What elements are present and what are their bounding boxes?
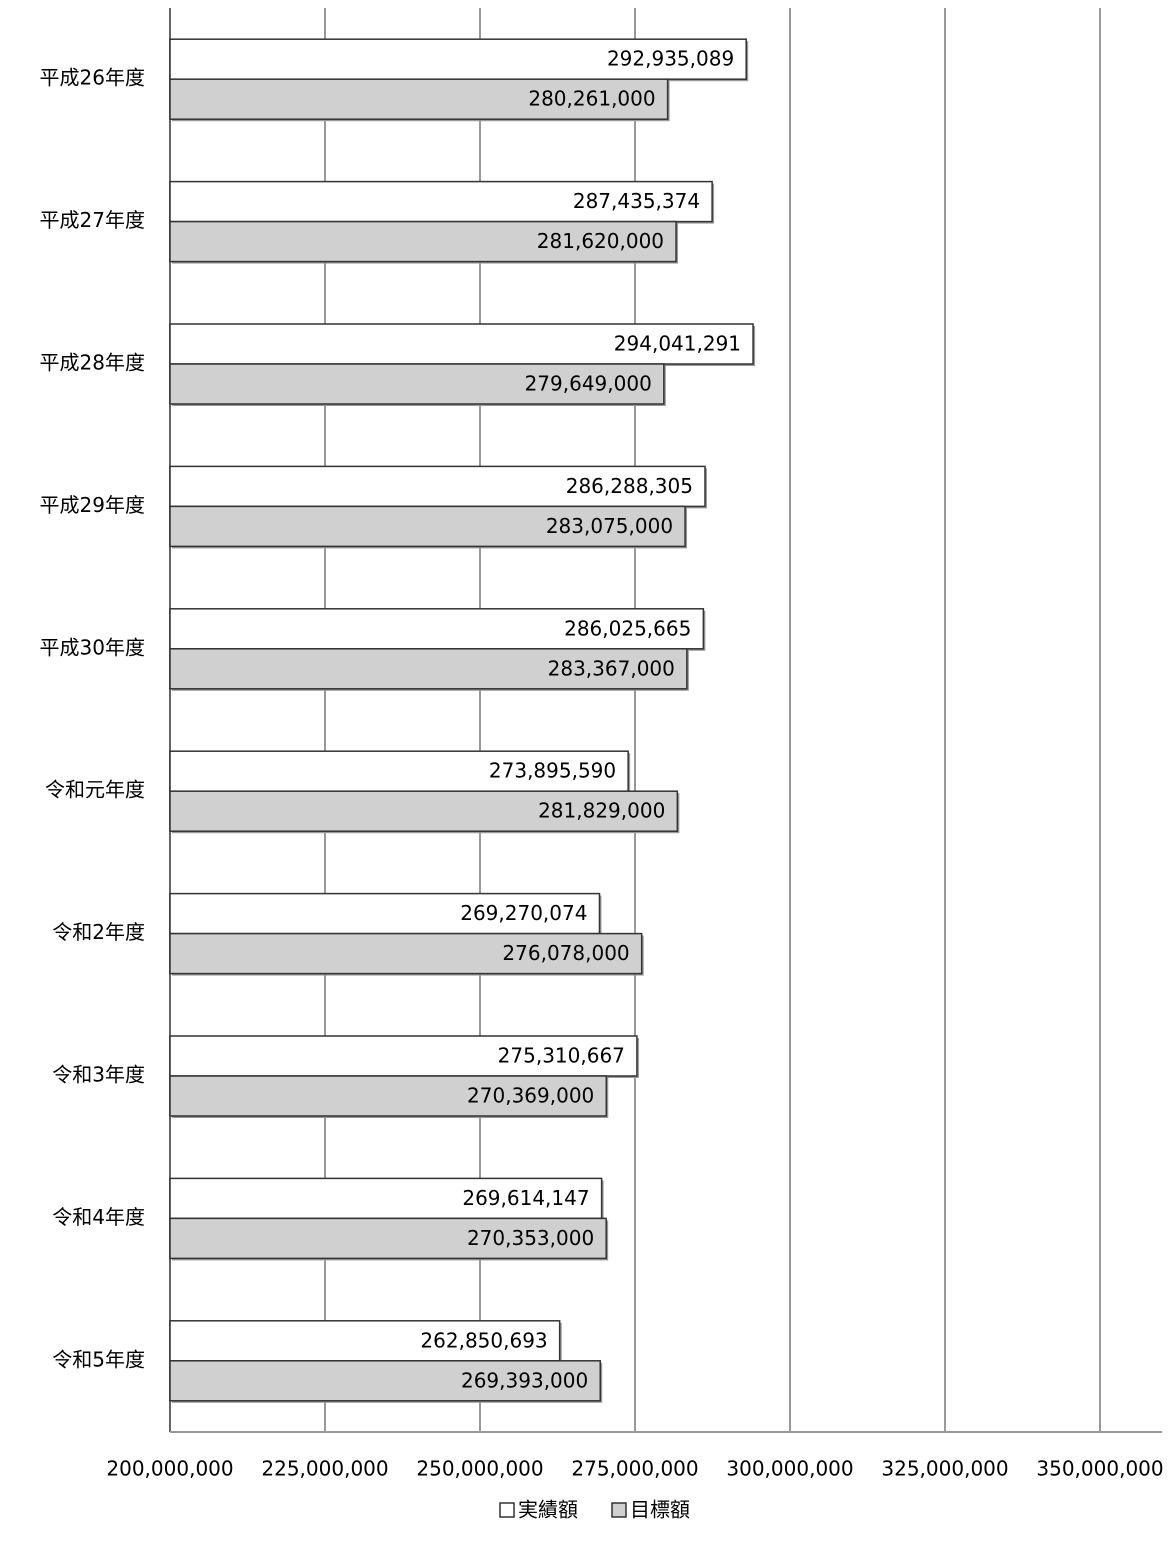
y-tick-label: 令和4年度 [52, 1205, 145, 1229]
data-label: 280,261,000 [528, 87, 655, 111]
bar [169, 220, 677, 263]
bar [169, 180, 713, 223]
bar [169, 608, 705, 650]
data-label: 286,288,305 [566, 474, 693, 498]
y-tick-label: 令和3年度 [52, 1063, 145, 1087]
legend-swatch [499, 1502, 515, 1518]
x-tick-label: 225,000,000 [261, 1457, 388, 1481]
bar [169, 750, 629, 792]
x-tick-label: 325,000,000 [881, 1457, 1008, 1481]
data-label: 276,078,000 [502, 941, 629, 965]
bar [169, 1217, 607, 1260]
bar [169, 648, 688, 690]
data-label: 262,850,693 [420, 1328, 547, 1352]
data-label: 281,620,000 [537, 229, 664, 253]
bar [169, 363, 665, 405]
y-tick-label: 平成29年度 [40, 493, 145, 517]
y-tick-label: 平成26年度 [40, 66, 145, 90]
data-label: 283,367,000 [548, 656, 675, 680]
legend-label: 目標額 [630, 1498, 690, 1522]
bar [169, 932, 643, 975]
y-tick-label: 令和2年度 [52, 920, 145, 944]
y-tick-label: 令和元年度 [45, 778, 145, 802]
legend-label: 実績額 [518, 1498, 578, 1522]
bar [169, 1075, 608, 1117]
bar [169, 465, 706, 508]
y-tick-label: 平成27年度 [40, 208, 145, 232]
data-label: 281,829,000 [538, 799, 665, 823]
data-label: 269,614,147 [462, 1186, 589, 1210]
data-label: 287,435,374 [573, 189, 700, 213]
data-label: 270,353,000 [467, 1226, 594, 1250]
data-label: 273,895,590 [489, 759, 616, 783]
bar [169, 1360, 601, 1402]
data-label: 292,935,089 [607, 47, 734, 71]
legend-swatch [611, 1502, 627, 1518]
data-label: 269,393,000 [461, 1368, 588, 1392]
x-tick-label: 200,000,000 [106, 1457, 233, 1481]
bar [169, 38, 747, 80]
y-tick-label: 令和5年度 [52, 1347, 145, 1371]
bar [169, 790, 679, 832]
y-tick-label: 平成30年度 [40, 635, 145, 659]
bar [169, 505, 686, 548]
y-tick-label: 平成28年度 [40, 351, 145, 375]
x-tick-label: 350,000,000 [1036, 1457, 1163, 1481]
data-label: 269,270,074 [460, 901, 587, 925]
data-label: 294,041,291 [614, 332, 741, 356]
x-tick-label: 250,000,000 [416, 1457, 543, 1481]
data-label: 286,025,665 [564, 616, 691, 640]
bar [169, 1035, 638, 1077]
bar [169, 78, 669, 120]
x-tick-label: 300,000,000 [726, 1457, 853, 1481]
data-label: 275,310,667 [498, 1044, 625, 1068]
data-label: 279,649,000 [525, 372, 652, 396]
data-label: 283,075,000 [546, 514, 673, 538]
x-tick-label: 275,000,000 [571, 1457, 698, 1481]
data-label: 270,369,000 [467, 1084, 594, 1108]
